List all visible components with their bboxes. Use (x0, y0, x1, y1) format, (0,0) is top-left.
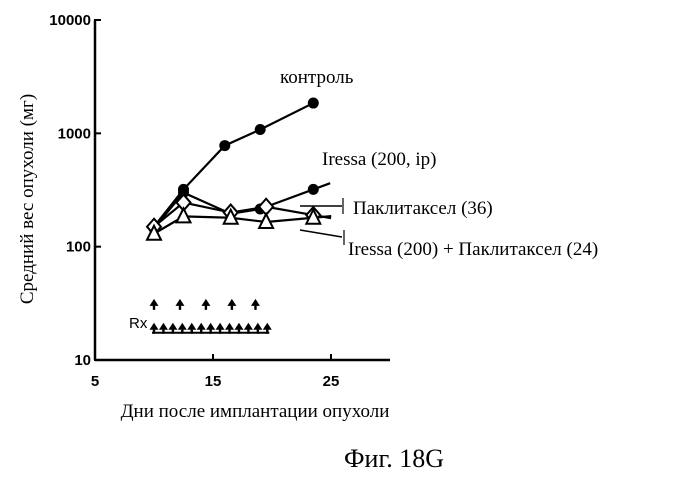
data-point-triangle (174, 206, 193, 224)
dosing-arrow (250, 298, 260, 310)
dosing-arrow (149, 322, 159, 334)
dosing-arrow (234, 322, 244, 334)
x-tick-label: 25 (323, 373, 340, 390)
dosing-arrow (196, 322, 206, 334)
dosing-arrow (215, 322, 225, 334)
data-point-circle (178, 187, 189, 199)
dosing-arrow (262, 322, 272, 334)
leader-line-combination (299, 229, 343, 238)
y-tick-label: 100 (66, 239, 91, 256)
dosing-schedule (149, 298, 272, 334)
dosing-arrow (168, 322, 178, 334)
series-markers (145, 97, 322, 241)
data-point-triangle (257, 211, 275, 230)
data-point-circle (254, 124, 266, 136)
series-label-paclitaxel: Паклитаксел (36) (353, 198, 493, 219)
x-tick-label: 15 (205, 373, 222, 390)
dosing-arrow (158, 322, 168, 334)
y-tick-label: 10 (74, 352, 91, 369)
series-label-iressa-ip: Iressa (200, ip) (322, 149, 437, 170)
data-point-circle (307, 97, 319, 109)
dosing-arrow (187, 322, 197, 334)
dosing-arrow (253, 322, 263, 334)
y-tick-label: 1000 (58, 125, 91, 142)
dosing-arrow (177, 322, 187, 334)
data-point-circle (219, 140, 231, 152)
data-point-circle (307, 183, 319, 195)
series-label-combination: Iressa (200) + Паклитаксел (24) (348, 239, 598, 260)
dosing-arrow (225, 322, 235, 334)
data-point-triangle (145, 223, 163, 241)
dosing-arrow (175, 298, 185, 310)
dosing-arrow (201, 298, 211, 310)
dosing-arrow (149, 298, 159, 310)
figure-caption: Фиг. 18G (344, 444, 444, 473)
chart-axes: 10 100 1000 10000 5 15 25 (49, 12, 390, 390)
x-tick-label: 5 (91, 373, 99, 390)
dosing-arrow (243, 322, 253, 334)
data-point-triangle (304, 207, 322, 225)
y-tick-label: 10000 (49, 12, 91, 29)
dosing-arrow (227, 298, 237, 310)
x-axis-title: Дни после имплантации опухоли (121, 401, 390, 422)
rx-label: Rx (129, 315, 148, 332)
dosing-arrow (206, 322, 216, 334)
y-axis-title: Средний вес опухоли (мг) (17, 94, 38, 304)
series-label-control: контроль (280, 67, 354, 88)
data-point-triangle (222, 207, 240, 225)
